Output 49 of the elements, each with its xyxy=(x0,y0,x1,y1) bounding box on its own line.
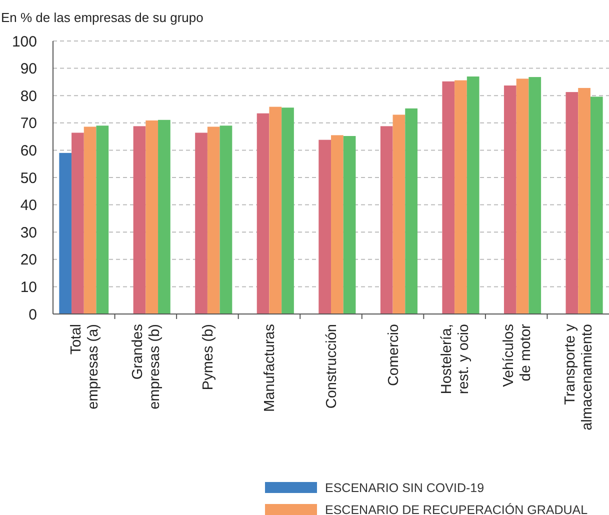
x-tick-label: Construcción xyxy=(324,324,340,409)
y-axis-title: En % de las empresas de su grupo xyxy=(1,10,204,25)
legend-label: ESCENARIO DE RECUPERACIÓN GRADUAL xyxy=(325,503,588,515)
bar xyxy=(516,78,529,314)
bar xyxy=(96,126,109,314)
x-tick-label: Pymes (b) xyxy=(200,324,216,390)
y-tick-label: 60 xyxy=(20,142,37,160)
bar xyxy=(282,108,294,314)
bar xyxy=(578,88,590,314)
bar xyxy=(318,140,331,314)
bar xyxy=(256,113,270,314)
bar xyxy=(133,126,146,314)
bar xyxy=(59,152,72,314)
y-tick-label: 40 xyxy=(20,197,37,214)
bar xyxy=(158,120,170,314)
y-tick-label: 90 xyxy=(20,60,37,78)
y-tick-label: 80 xyxy=(20,88,37,105)
x-tick-label: Total empresas (a) xyxy=(68,324,102,410)
bar xyxy=(331,135,344,314)
y-tick-label: 50 xyxy=(20,170,37,187)
bar xyxy=(146,120,158,314)
bar xyxy=(454,80,467,314)
x-tick-label: Manufacturas xyxy=(262,324,278,412)
bar xyxy=(72,132,84,314)
y-tick-label: 20 xyxy=(20,252,37,269)
bar xyxy=(590,96,603,314)
x-tick-label: Grandes empresas (b) xyxy=(130,324,164,410)
bar xyxy=(343,136,356,314)
bar xyxy=(405,108,418,314)
x-tick-label: Hostelería, rest. y ocio xyxy=(439,324,472,394)
y-tick-label: 10 xyxy=(20,278,37,296)
y-tick-label: 30 xyxy=(20,224,37,242)
bar xyxy=(442,81,455,314)
bar xyxy=(207,126,220,314)
bar xyxy=(528,77,542,314)
y-tick-label: 70 xyxy=(20,115,37,132)
x-tick-label: Comercio xyxy=(386,324,402,386)
bar xyxy=(392,114,406,314)
bar xyxy=(380,126,393,314)
bar xyxy=(220,126,232,314)
bar xyxy=(566,92,578,314)
bar xyxy=(84,126,96,314)
bar xyxy=(466,76,480,314)
bar xyxy=(504,86,516,314)
legend-label: ESCENARIO SIN COVID-19 xyxy=(325,481,484,495)
y-tick-label: 100 xyxy=(12,33,37,50)
bar xyxy=(195,132,208,314)
y-tick-label: 0 xyxy=(28,306,37,324)
bar xyxy=(269,106,282,314)
